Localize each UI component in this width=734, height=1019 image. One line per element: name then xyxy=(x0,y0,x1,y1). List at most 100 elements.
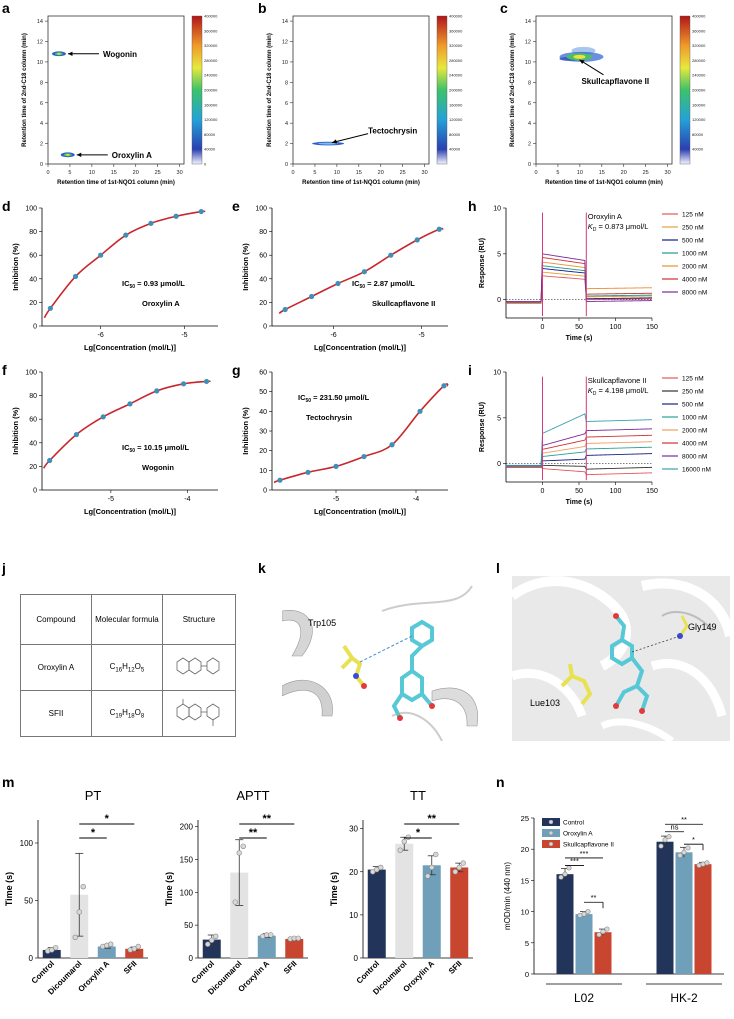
data-point xyxy=(180,381,187,387)
panel-label-a: a xyxy=(2,0,10,16)
x-tick-label: 100 xyxy=(610,488,622,495)
colorbar-tick-label: 240000 xyxy=(204,73,218,78)
y-tick-label: 0 xyxy=(528,162,531,168)
docking-image-l: Gly149 Lue103 xyxy=(512,576,730,741)
bar xyxy=(42,949,61,958)
x-axis-label: Lg[Concentration (mol/L)] xyxy=(84,343,177,352)
residue-label-trp105: Trp105 xyxy=(308,618,337,628)
x-tick-label: 0 xyxy=(291,170,294,176)
colorbar-tick-label: 320000 xyxy=(692,43,706,48)
data-point xyxy=(209,937,215,943)
x-tick-label: -6 xyxy=(330,332,336,339)
legend-label: 1000 nM xyxy=(682,251,707,258)
colorbar-tick-label: 160000 xyxy=(449,102,463,107)
data-point xyxy=(558,874,564,880)
spot-core xyxy=(573,54,586,59)
annotation-arrowhead xyxy=(67,51,73,56)
annotation-label: Tectochrysin xyxy=(368,127,417,136)
x-axis-label: Lg[Concentration (mol/L)] xyxy=(314,507,407,516)
y-tick-label: 200 xyxy=(180,823,194,832)
data-point xyxy=(460,860,466,866)
colorbar-tick-label: 120000 xyxy=(692,117,706,122)
bar xyxy=(575,914,593,974)
colorbar-tick-label: 400000 xyxy=(692,14,706,19)
data-point xyxy=(53,944,59,951)
chart-title: TT xyxy=(410,788,426,803)
panel-label-b: b xyxy=(258,0,267,16)
x-tick-label: 10 xyxy=(334,170,340,176)
data-point xyxy=(268,932,274,938)
panel-label-h: h xyxy=(468,198,477,214)
spot-core xyxy=(57,52,61,55)
significance-label: * xyxy=(105,813,110,825)
x-tick-label: 0 xyxy=(534,170,537,176)
data-point xyxy=(378,864,384,871)
y-tick-label: 5 xyxy=(497,251,501,258)
data-point xyxy=(429,864,435,871)
x-tick-label: 5 xyxy=(68,170,71,176)
x-tick-label: 20 xyxy=(621,170,627,176)
compound-label: Wogonin xyxy=(142,463,174,472)
y-tick-label: 50 xyxy=(184,921,193,930)
colorbar-tick-label: 280000 xyxy=(204,58,218,63)
x-axis-label: Retention time of 1st-NQO1 column (min) xyxy=(545,180,663,186)
data-point xyxy=(123,232,129,238)
annotation-arrow xyxy=(331,133,369,144)
sensorgram-line xyxy=(506,275,653,304)
data-point xyxy=(658,843,664,849)
data-point xyxy=(604,926,610,932)
data-point xyxy=(389,442,395,448)
colorbar xyxy=(436,15,448,165)
bar xyxy=(422,865,441,958)
data-point xyxy=(417,408,423,414)
data-point xyxy=(562,871,568,877)
x-tick-label: 25 xyxy=(155,170,161,176)
panel-label-d: d xyxy=(2,198,11,214)
annotation-arrow xyxy=(579,59,604,76)
group-label: L02 xyxy=(574,991,594,1005)
y-axis-label: Inhibition (%) xyxy=(11,407,20,455)
legend-label: Control xyxy=(563,820,585,827)
significance-label: ** xyxy=(591,893,597,902)
y-tick-label: 0 xyxy=(33,324,37,331)
annotation-label: Wogonin xyxy=(103,50,137,59)
significance-label: *** xyxy=(580,849,589,858)
x-tick-label: SFII xyxy=(122,959,139,976)
y-tick-label: 100 xyxy=(255,206,267,213)
sensorgram-line xyxy=(506,253,653,303)
x-axis-label: Retention time of 1st-NQO1 column (min) xyxy=(302,180,420,186)
colorbar-tick-label: 320000 xyxy=(449,43,463,48)
colorbar-tick-label: 40000 xyxy=(692,147,704,152)
y-tick-label: 20 xyxy=(29,300,37,307)
fit-curve xyxy=(43,210,206,319)
x-tick-label: 15 xyxy=(111,170,117,176)
y-axis-label: Response (RU) xyxy=(479,238,486,288)
y-tick-label: 6 xyxy=(285,101,288,107)
ic50-label: IC50 = 0.93 μmol/L xyxy=(122,279,185,290)
y-tick-label: 0 xyxy=(263,488,267,495)
y-tick-label: 150 xyxy=(180,855,194,864)
legend-label: 16000 nM xyxy=(682,467,711,474)
y-tick-label: 4 xyxy=(40,121,43,127)
significance-label: ** xyxy=(262,813,271,825)
data-point xyxy=(566,865,572,871)
panel-label-k: k xyxy=(258,560,266,576)
y-tick-label: 100 xyxy=(25,206,37,213)
y-tick-label: 2 xyxy=(285,142,288,148)
data-point xyxy=(131,946,137,952)
legend-point xyxy=(548,819,554,825)
colorbar-tick-label: 160000 xyxy=(204,102,218,107)
x-tick-label: -5 xyxy=(181,332,187,339)
data-point xyxy=(47,457,53,464)
data-point xyxy=(72,934,78,941)
kd-label: KD = 0.873 μmol/L xyxy=(588,222,649,233)
panel-label-l: l xyxy=(496,560,500,576)
data-point xyxy=(203,378,210,385)
colorbar-tick-label: 200000 xyxy=(449,88,463,93)
significance-label: ns xyxy=(671,823,679,832)
y-tick-label: 80 xyxy=(29,393,37,400)
y-tick-label: 30 xyxy=(349,825,358,834)
x-tick-label: 5 xyxy=(556,170,559,176)
data-point xyxy=(213,933,219,940)
